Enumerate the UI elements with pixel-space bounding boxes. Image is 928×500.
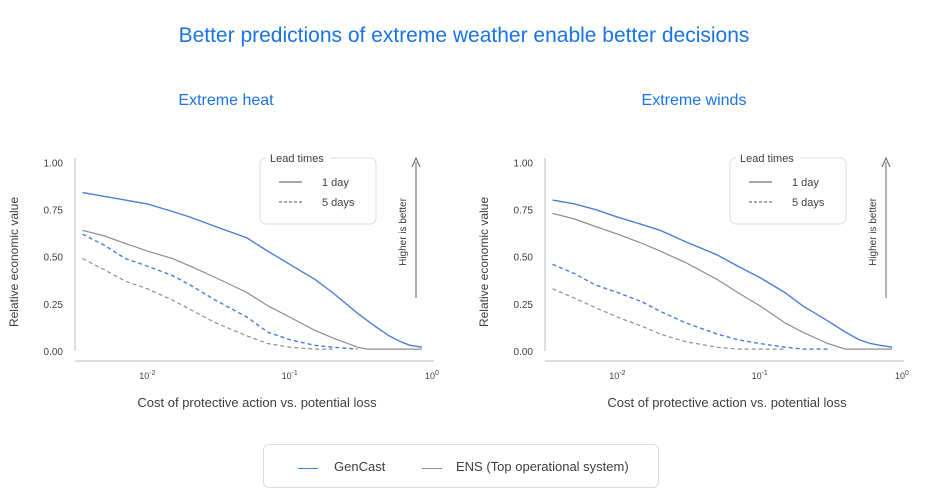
lead-times-legend-title-bg — [736, 152, 800, 164]
arrow-up-icon — [411, 156, 421, 168]
lead-times-legend-box — [259, 157, 377, 225]
ens-legend-label: ENS (Top operational system) — [456, 459, 629, 474]
ens-legend-swatch — [422, 468, 442, 469]
y-axis-label: Relative economic value — [477, 197, 491, 327]
y-tick-label: 0.75 — [514, 206, 534, 217]
lead-5-days-label: 5 days — [322, 197, 355, 209]
lead-times-legend-box — [729, 157, 847, 225]
y-tick-label: 1.00 — [514, 158, 534, 169]
y-tick-label: 0.25 — [514, 300, 534, 311]
x-tick-label: 100 — [425, 370, 439, 381]
y-tick-label: 0.00 — [514, 347, 534, 358]
lead-times-legend: Lead times 1 day 5 days — [259, 152, 377, 225]
series-line-gencast-1-day — [82, 191, 423, 348]
series-line-ens-5-days — [82, 258, 333, 350]
series-line-gencast-5-days — [82, 233, 358, 350]
lead-1-day-label: 1 day — [792, 177, 819, 189]
x-tick-exponent: 0 — [905, 370, 909, 377]
y-axis-label: Relative economic value — [7, 197, 21, 327]
lead-times-legend-title: Lead times — [270, 153, 324, 165]
series-line-ens-1-day — [552, 212, 892, 350]
x-tick-label: 10-1 — [752, 370, 768, 381]
series-line-ens-5-days — [552, 288, 785, 350]
lead-5-days-label: 5 days — [792, 197, 825, 209]
bottom-legend: GenCast ENS (Top operational system) — [263, 444, 659, 488]
y-tick-label: 0.50 — [44, 253, 64, 264]
panel-title-heat: Extreme heat — [178, 92, 274, 109]
series-line-gencast-5-days — [552, 263, 828, 350]
lead-times-legend-title: Lead times — [740, 153, 794, 165]
higher-is-better-annotation: Higher is better — [398, 197, 409, 265]
series-line-ens-1-day — [82, 229, 422, 350]
chart-extreme-winds: 0.00 0.25 0.50 0.75 1.00 10-2 10-1 100 Cost of p… — [477, 152, 909, 410]
x-tick-label: 10-2 — [609, 370, 625, 381]
x-tick-exponent: -2 — [149, 370, 155, 377]
x-axis-label: Cost of protective action vs. potential … — [607, 395, 847, 410]
lead-times-legend-title-bg — [266, 152, 330, 164]
x-tick-exponent: -2 — [619, 370, 625, 377]
y-tick-label: 0.75 — [44, 206, 64, 217]
x-tick-label: 100 — [895, 370, 909, 381]
y-tick-label: 1.00 — [44, 158, 64, 169]
page-title: Better predictions of extreme weather en… — [178, 24, 750, 47]
x-tick-exponent: -1 — [292, 370, 298, 377]
arrow-up-icon — [881, 156, 891, 168]
x-tick-exponent: -1 — [762, 370, 768, 377]
x-axis-label: Cost of protective action vs. potential … — [137, 395, 377, 410]
x-tick-label: 10-2 — [139, 370, 155, 381]
y-tick-label: 0.00 — [44, 347, 64, 358]
series-line-gencast-1-day — [552, 199, 893, 348]
x-tick-label: 10-1 — [282, 370, 298, 381]
higher-is-better-annotation: Higher is better — [868, 197, 879, 265]
x-tick-exponent: 0 — [435, 370, 439, 377]
lead-1-day-label: 1 day — [322, 177, 349, 189]
gencast-legend-swatch — [298, 468, 318, 469]
panel-title-winds: Extreme winds — [641, 92, 747, 109]
gencast-legend-label: GenCast — [334, 459, 386, 474]
y-tick-label: 0.50 — [514, 253, 534, 264]
chart-extreme-heat: 0.00 0.25 0.50 0.75 1.00 10-2 10-1 100 Cost of p… — [7, 152, 439, 410]
lead-times-legend: Lead times 1 day 5 days — [729, 152, 847, 225]
y-tick-label: 0.25 — [44, 300, 64, 311]
